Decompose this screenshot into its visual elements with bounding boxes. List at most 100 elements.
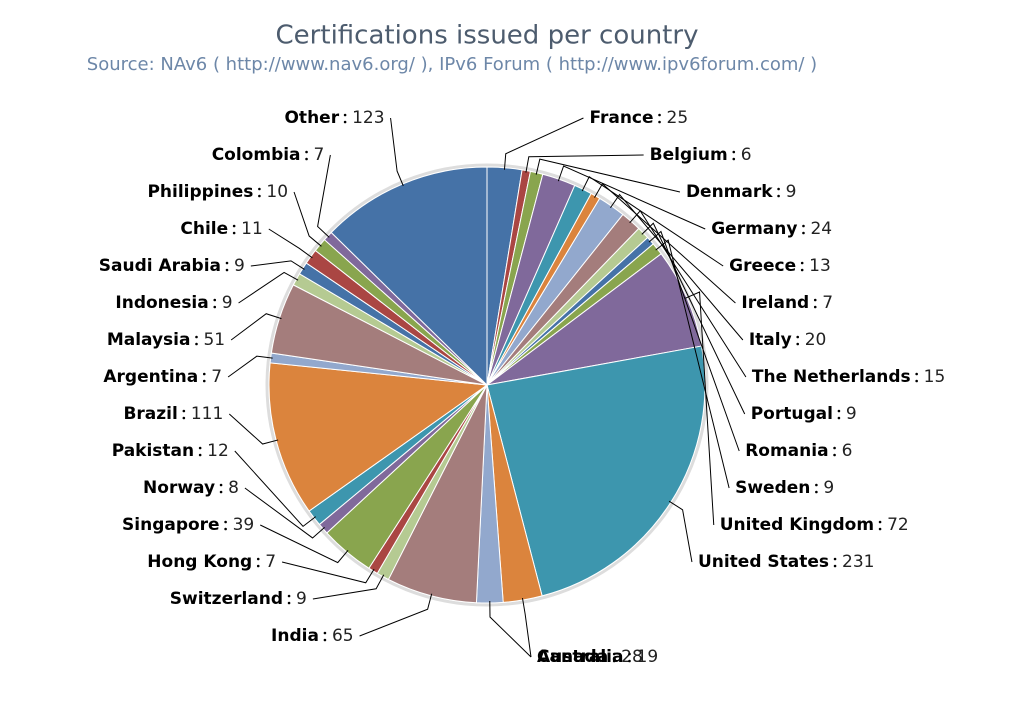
label-colon — [202, 372, 206, 376]
label-name: Switzerland — [170, 589, 283, 609]
label-name: Malaysia — [107, 330, 191, 350]
label-colon — [628, 652, 631, 656]
data-label: Sweden 9 — [735, 478, 834, 498]
label-value: 8 — [228, 478, 239, 498]
label-value: 9 — [234, 256, 245, 276]
label-colon — [813, 298, 817, 302]
label-colon — [833, 564, 837, 568]
label-name: Australia — [537, 647, 624, 667]
label-name: Ireland — [741, 293, 809, 313]
connector-line — [227, 355, 273, 378]
label-colon — [224, 527, 227, 531]
label-value: 12 — [207, 441, 229, 461]
label-name: Germany — [711, 219, 797, 239]
pie-shadow — [265, 163, 709, 607]
label-name: Belgium — [650, 145, 728, 165]
label-colon — [198, 446, 202, 450]
label-colon — [813, 305, 817, 309]
label-colon — [219, 490, 223, 494]
label-value: 9 — [823, 478, 834, 498]
label-colon — [256, 557, 260, 561]
label-colon — [323, 638, 327, 642]
data-label: 51 Malaysia — [107, 330, 225, 350]
connector-line — [641, 222, 746, 415]
connector-line — [390, 117, 404, 187]
connector-line — [594, 182, 736, 304]
label-value: 11 — [241, 219, 263, 239]
connector-line — [234, 450, 317, 528]
connectors — [227, 117, 747, 658]
connector-line — [268, 228, 313, 259]
data-label: 39 Singapore — [122, 515, 254, 535]
label-value: 51 — [203, 330, 225, 350]
label-colon — [833, 446, 836, 450]
label-colon — [628, 659, 631, 663]
connector-line — [610, 193, 744, 341]
label-value: 65 — [332, 626, 354, 646]
label-value: 39 — [233, 515, 255, 535]
label-name: Sweden — [735, 478, 810, 498]
label-colon — [837, 416, 841, 420]
label-colon — [219, 483, 223, 487]
label-colon — [732, 150, 736, 154]
connector-line — [489, 600, 532, 658]
label-value: 7 — [265, 552, 276, 572]
connector-line — [655, 239, 730, 489]
label-value: 10 — [266, 182, 288, 202]
connector-line — [629, 209, 747, 378]
connector-line — [228, 413, 279, 445]
label-value: 231 — [842, 552, 874, 572]
label-colon — [256, 564, 260, 568]
label-colon — [612, 652, 616, 656]
label-colon — [323, 631, 327, 635]
label-value: 7 — [822, 293, 833, 313]
label-colon — [658, 120, 661, 124]
data-label: Romania 6 — [745, 441, 852, 461]
label-colon — [305, 150, 308, 154]
label-colon — [800, 261, 804, 265]
data-label: United States 231 — [698, 552, 875, 572]
label-colon — [796, 342, 800, 346]
data-label: 9 Switzerland — [170, 589, 307, 609]
label-value: 28 — [621, 647, 643, 667]
label-colon — [213, 298, 217, 302]
label-colon — [658, 113, 661, 117]
data-label: 7 Colombia — [212, 145, 325, 165]
connector-line — [359, 593, 433, 637]
data-label: 9 Saudi Arabia — [99, 256, 245, 276]
connector-line — [684, 291, 715, 526]
data-label: 111 Brazil — [123, 404, 223, 424]
label-value: 123 — [352, 108, 384, 128]
chart-subtitle: Source: NAv6 ( http://www.nav6.org/ ), I… — [87, 54, 817, 75]
data-label: Denmark 9 — [686, 182, 796, 202]
label-value: 9 — [786, 182, 797, 202]
data-label: 11 Chile — [180, 219, 262, 239]
label-value: 19 — [637, 647, 659, 667]
label-colon — [800, 268, 804, 272]
label-colon — [232, 231, 236, 235]
label-colon — [195, 335, 198, 339]
data-label: Ireland 7 — [741, 293, 833, 313]
label-colon — [796, 335, 800, 339]
label-colon — [198, 453, 202, 457]
label-value: 6 — [741, 145, 752, 165]
label-value: 9 — [846, 404, 857, 424]
label-colon — [878, 520, 882, 524]
label-colon — [258, 187, 261, 191]
label-name: Philippines — [147, 182, 253, 202]
label-colon — [833, 453, 836, 457]
connector-line — [260, 524, 349, 564]
label-name: Colombia — [212, 145, 301, 165]
data-label: Australia 19 — [537, 647, 658, 667]
connector-line — [250, 260, 305, 270]
label-name: Portugal — [751, 404, 833, 424]
data-label: Germany 24 — [711, 219, 832, 239]
label-colon — [225, 268, 229, 272]
label-colon — [815, 483, 818, 487]
label-name: United Kingdom — [720, 515, 874, 535]
connector-line — [557, 165, 706, 230]
connector-line — [521, 597, 532, 658]
label-name: Denmark — [686, 182, 773, 202]
label-name: India — [271, 626, 319, 646]
label-colon — [195, 342, 198, 346]
